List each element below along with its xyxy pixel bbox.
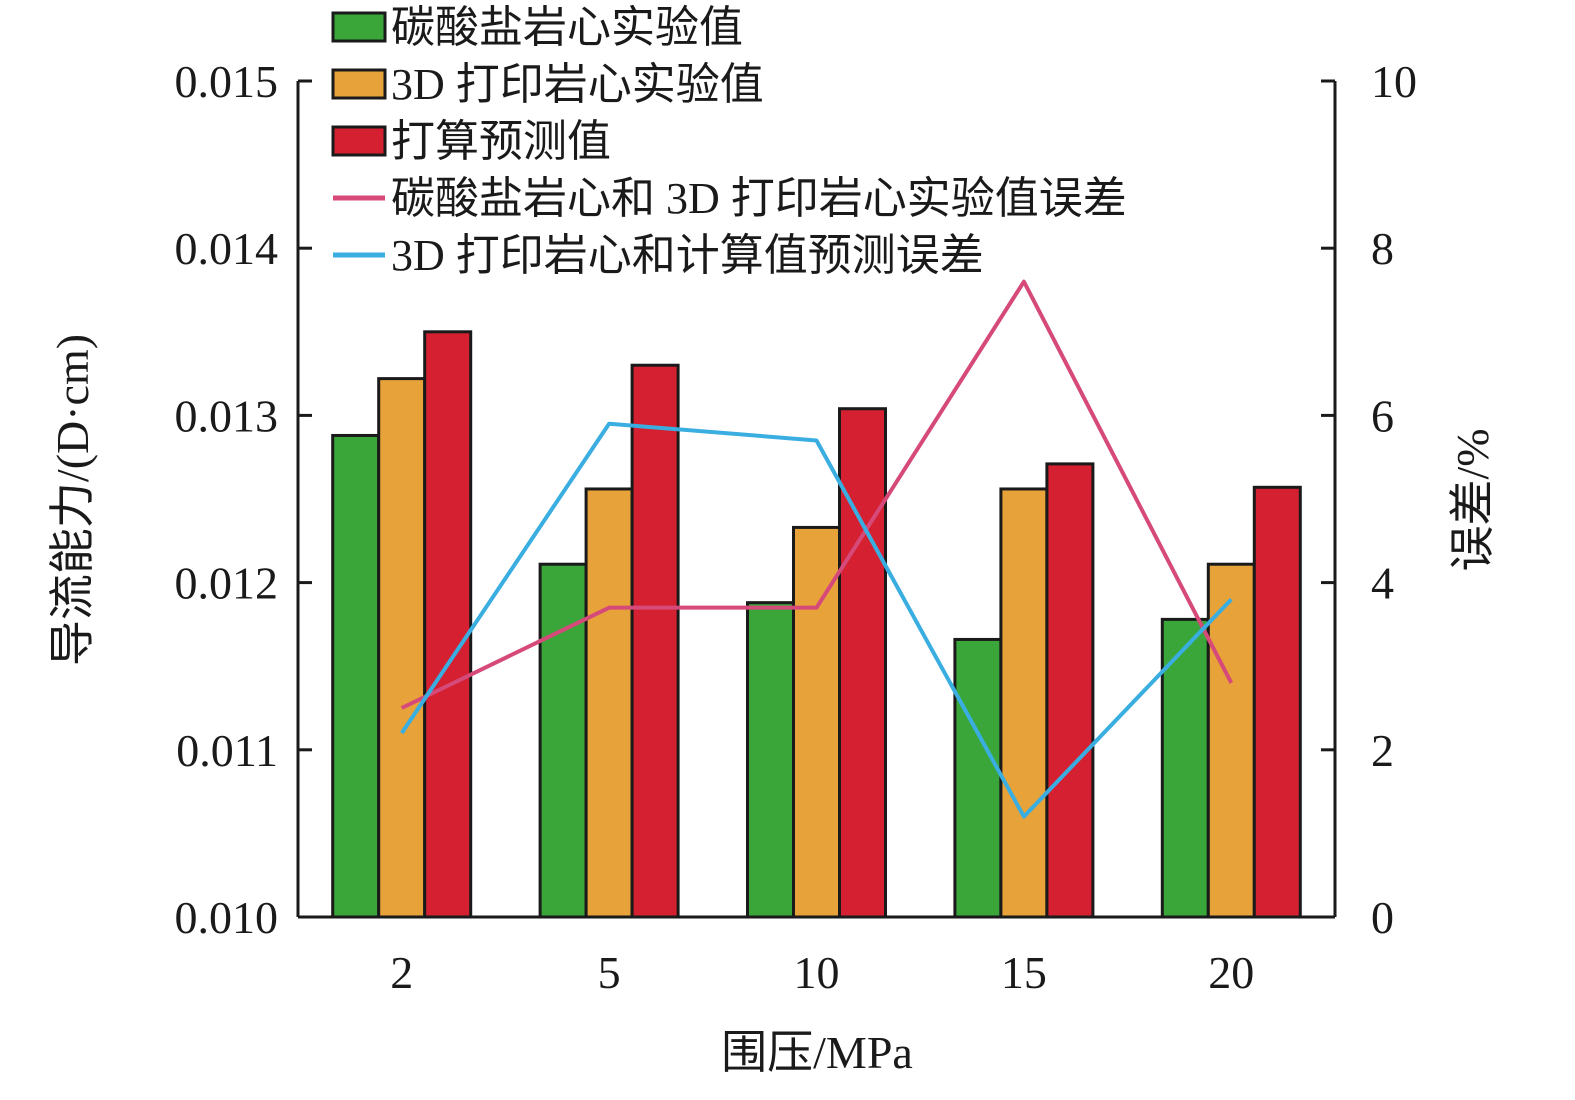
bar-2-2 (377, 377, 427, 919)
y-tick-left-label: 0.013 (175, 390, 279, 441)
y-tick-left-label: 0.012 (175, 558, 279, 609)
bar-1-2 (331, 433, 381, 919)
x-tick-label: 5 (598, 947, 621, 998)
bar-1-15 (953, 637, 1003, 919)
legend-swatch-1 (331, 11, 387, 43)
legend-label-4: 碳酸盐岩心和 3D 打印岩心实验值误差 (391, 174, 1127, 223)
legend-swatch-2 (331, 68, 387, 100)
x-tick-label: 2 (390, 947, 413, 998)
error-line-2 (400, 421, 1233, 819)
bar-3-2 (423, 330, 473, 919)
y-tick-right-label: 4 (1371, 558, 1394, 609)
y-axis-title-right: 误差/% (1447, 428, 1498, 571)
y-tick-left-label: 0.014 (175, 223, 279, 274)
y-tick-right-label: 6 (1371, 390, 1394, 441)
legend-label-3: 打算预测值 (391, 117, 611, 166)
bar-2-5 (584, 487, 634, 919)
bar-2-10 (792, 525, 841, 919)
legend-label-2: 3D 打印岩心实验值 (391, 60, 764, 109)
x-tick-label: 10 (794, 947, 840, 998)
y-axis-title-left: 导流能力/(D·cm) (47, 334, 98, 666)
y-tick-right-label: 2 (1371, 725, 1394, 776)
y-tick-right-label: 10 (1371, 56, 1417, 107)
legend-swatch-3 (331, 125, 387, 157)
x-tick-label: 20 (1208, 947, 1254, 998)
y-tick-right-label: 8 (1371, 223, 1394, 274)
legend-label-1: 碳酸盐岩心实验值 (391, 3, 743, 52)
y-tick-left-label: 0.010 (175, 892, 279, 943)
bar-2-15 (999, 487, 1049, 919)
bar-3-5 (630, 363, 680, 919)
bars-layer (331, 330, 1302, 919)
error-line-1 (400, 279, 1234, 710)
lines-layer (400, 279, 1234, 819)
axes-layer (296, 81, 1337, 919)
y-tick-left-label: 0.015 (175, 56, 279, 107)
y-tick-right-label: 0 (1371, 892, 1394, 943)
ticks-layer: 0.010 0.011 0.012 0.013 0.014 0.015 0 2 4 6 8 10 2 5 1… (175, 56, 1418, 998)
bar-3-15 (1045, 462, 1095, 919)
bar-1-5 (538, 562, 588, 919)
x-axis-title: 围压/MPa (721, 1027, 913, 1078)
bar-3-10 (838, 407, 887, 919)
y-tick-left-label: 0.011 (176, 725, 278, 776)
bar-3-20 (1252, 485, 1302, 919)
legend-label-5: 3D 打印岩心和计算值预测误差 (391, 231, 984, 280)
x-tick-label: 15 (1001, 947, 1047, 998)
bar-1-10 (746, 601, 795, 919)
